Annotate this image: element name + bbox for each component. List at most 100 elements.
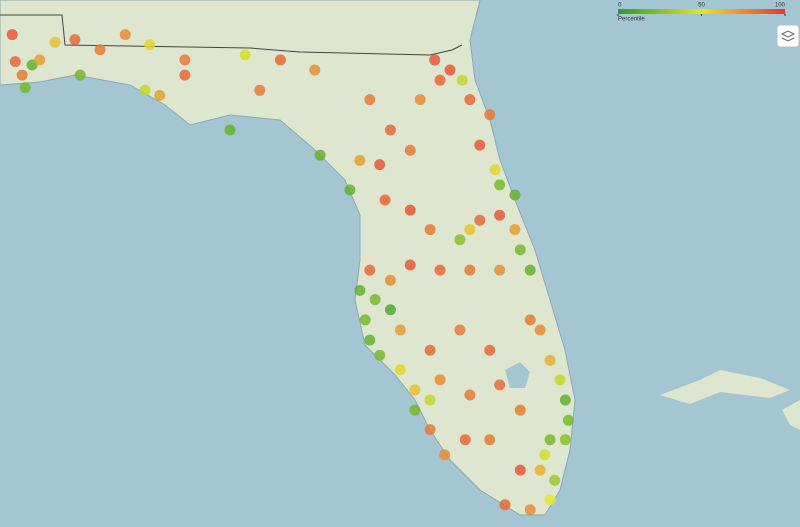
point (409, 384, 421, 396)
point (454, 234, 466, 246)
point (544, 354, 556, 366)
point (154, 89, 166, 101)
legend-title: Percentile (618, 17, 645, 23)
point (384, 124, 396, 136)
point (509, 224, 521, 236)
point (314, 149, 326, 161)
point (484, 109, 496, 121)
point (69, 34, 81, 46)
point (484, 344, 496, 356)
point (364, 94, 376, 106)
point (484, 434, 496, 446)
point (379, 194, 391, 206)
point (494, 379, 506, 391)
points (6, 29, 574, 516)
layers-button[interactable] (776, 24, 800, 48)
point (274, 54, 286, 66)
point (499, 499, 511, 511)
point (429, 54, 441, 66)
point (94, 44, 106, 56)
point (534, 464, 546, 476)
point (474, 139, 486, 151)
point (434, 74, 446, 86)
point (459, 434, 471, 446)
point (494, 179, 506, 191)
point (404, 259, 416, 271)
point (549, 474, 561, 486)
point (524, 264, 536, 276)
legend-tick-label: 50 (698, 3, 705, 9)
point (514, 464, 526, 476)
point (456, 74, 468, 86)
point (559, 434, 571, 446)
point (374, 349, 386, 361)
point (454, 324, 466, 336)
point (179, 54, 191, 66)
point (524, 504, 536, 516)
point (404, 144, 416, 156)
point (509, 189, 521, 201)
point (554, 374, 566, 386)
point (9, 56, 21, 68)
point (514, 404, 526, 416)
point (354, 284, 366, 296)
point (369, 294, 381, 306)
point (254, 84, 266, 96)
point (139, 84, 151, 96)
point (19, 82, 31, 94)
state-border (0, 14, 463, 56)
point (384, 274, 396, 286)
point (6, 29, 18, 41)
legend-colorbar (618, 9, 785, 14)
point (424, 424, 436, 436)
point (434, 374, 446, 386)
point (74, 69, 86, 81)
point (424, 394, 436, 406)
point (309, 64, 321, 76)
point (544, 434, 556, 446)
point (494, 209, 506, 221)
point (464, 224, 476, 236)
point (524, 314, 536, 326)
point (474, 214, 486, 226)
lake-okeechobee (505, 362, 530, 388)
legend-tick-label: 0 (618, 3, 622, 9)
legend: Percentile 0 50 100 (617, 3, 786, 23)
layers-icon (780, 30, 796, 42)
point (439, 449, 451, 461)
point (49, 36, 61, 48)
point (384, 304, 396, 316)
bahamas-island (782, 400, 800, 430)
bahamas-island (660, 370, 790, 404)
point (559, 394, 571, 406)
point (494, 264, 506, 276)
point (344, 184, 356, 196)
point (534, 324, 546, 336)
point (424, 224, 436, 236)
point (489, 164, 501, 176)
point (444, 64, 456, 76)
point (354, 154, 366, 166)
point (404, 204, 416, 216)
point (144, 39, 156, 51)
point (394, 324, 406, 336)
point (434, 264, 446, 276)
point (464, 389, 476, 401)
point (16, 69, 28, 81)
point (224, 124, 236, 136)
point (394, 364, 406, 376)
point (34, 54, 46, 66)
point (374, 159, 386, 171)
point (359, 314, 371, 326)
point (409, 404, 421, 416)
point (539, 449, 551, 461)
point (464, 264, 476, 276)
point (119, 29, 131, 41)
point (364, 264, 376, 276)
legend-tick-label: 100 (775, 3, 786, 9)
point (239, 49, 251, 61)
point (424, 344, 436, 356)
point (544, 494, 556, 506)
